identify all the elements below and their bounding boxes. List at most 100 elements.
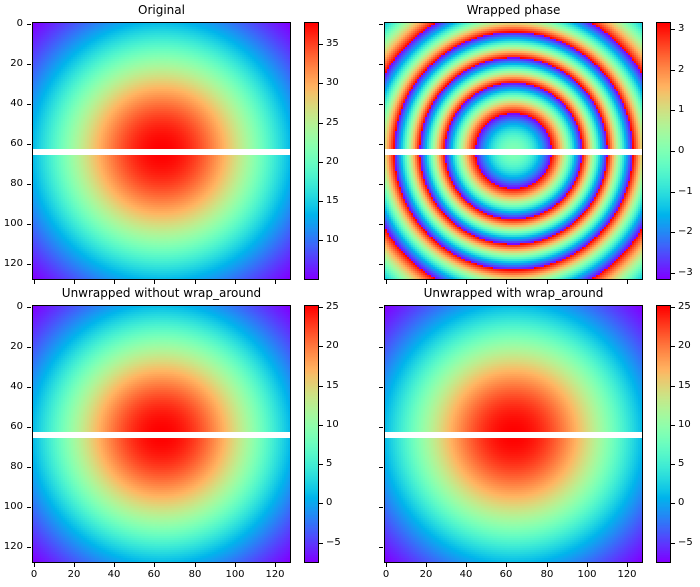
y-tick: [27, 507, 31, 508]
colorbar-gradient: [305, 23, 318, 279]
colorbar-tick: [319, 464, 323, 465]
colorbar-tick-label: 20: [326, 340, 339, 351]
colorbar-original: [304, 22, 319, 280]
colorbar-tick-label: 20: [678, 340, 691, 351]
colorbar-tick: [319, 386, 323, 387]
x-tick-label: 80: [540, 569, 554, 580]
x-tick: [587, 563, 588, 567]
colorbar-tick-label: 15: [326, 195, 339, 206]
y-tick-label: 20: [10, 341, 23, 352]
y-tick: [379, 387, 383, 388]
colorbar-tick-label: 35: [326, 38, 339, 49]
y-tick: [27, 347, 31, 348]
x-tick: [195, 563, 196, 567]
colorbar-tick-label: 15: [326, 380, 339, 391]
colorbar-tick: [671, 192, 675, 193]
x-tick: [386, 280, 387, 284]
y-tick-label: 80: [10, 461, 23, 472]
colorbar-tick-label: 0: [326, 497, 333, 508]
x-tick: [426, 280, 427, 284]
x-tick: [386, 563, 387, 567]
heatmap-canvas: [33, 306, 290, 562]
subplot-title-unwrapped-with: Unwrapped with wrap_around: [423, 286, 604, 300]
x-tick-label: 100: [577, 569, 597, 580]
heatmap-axes-unwrapped-without: [32, 305, 291, 563]
x-tick: [154, 563, 155, 567]
x-tick-label: 120: [617, 569, 637, 580]
x-tick-label: 40: [107, 569, 121, 580]
heatmap-axes-unwrapped-with: [384, 305, 643, 563]
heatmap-canvas: [33, 23, 290, 279]
colorbar-tick-label: −1: [678, 186, 693, 197]
y-tick: [27, 307, 31, 308]
colorbar-tick: [319, 346, 323, 347]
subplot-title-unwrapped-without: Unwrapped without wrap_around: [61, 286, 262, 300]
x-tick: [154, 280, 155, 284]
y-tick: [379, 64, 383, 65]
colorbar-tick-label: −2: [678, 226, 693, 237]
colorbar-tick-label: 25: [678, 301, 691, 312]
x-tick-label: 20: [67, 569, 81, 580]
y-tick: [379, 427, 383, 428]
x-tick: [74, 280, 75, 284]
x-tick: [506, 563, 507, 567]
colorbar-tick: [671, 543, 675, 544]
y-tick-label: 40: [10, 98, 23, 109]
x-tick: [195, 280, 196, 284]
y-tick: [379, 347, 383, 348]
colorbar-tick-label: 15: [678, 380, 691, 391]
colorbar-tick-label: −5: [326, 537, 341, 548]
x-tick: [587, 280, 588, 284]
colorbar-tick: [319, 162, 323, 163]
colorbar-tick: [319, 503, 323, 504]
y-tick-label: 40: [10, 381, 23, 392]
colorbar-tick: [671, 273, 675, 274]
x-tick: [275, 563, 276, 567]
colorbar-tick: [671, 464, 675, 465]
y-tick-label: 0: [16, 18, 23, 29]
colorbar-tick: [671, 110, 675, 111]
colorbar-tick: [671, 70, 675, 71]
x-tick: [466, 280, 467, 284]
colorbar-tick-label: 20: [326, 156, 339, 167]
x-tick: [466, 563, 467, 567]
colorbar-tick: [671, 346, 675, 347]
colorbar-tick-label: −3: [678, 267, 693, 278]
colorbar-tick-label: 30: [326, 77, 339, 88]
colorbar-tick: [319, 44, 323, 45]
colorbar-tick: [319, 201, 323, 202]
y-tick: [379, 144, 383, 145]
y-tick: [27, 387, 31, 388]
subplot-title-wrapped-phase: Wrapped phase: [466, 3, 561, 17]
heatmap-axes-wrapped-phase: [384, 22, 643, 280]
colorbar-tick-label: 3: [678, 23, 685, 34]
x-tick-label: 120: [265, 569, 285, 580]
y-tick-label: 80: [10, 178, 23, 189]
y-tick: [27, 104, 31, 105]
colorbar-gradient: [657, 23, 670, 279]
colorbar-tick: [671, 503, 675, 504]
colorbar-gradient: [657, 306, 670, 562]
colorbar-tick-label: 25: [326, 117, 339, 128]
y-tick: [379, 184, 383, 185]
x-tick: [34, 280, 35, 284]
colorbar-tick: [319, 543, 323, 544]
heatmap-axes-original: [32, 22, 291, 280]
colorbar-tick: [671, 386, 675, 387]
y-tick: [379, 547, 383, 548]
colorbar-tick: [671, 425, 675, 426]
y-tick-label: 120: [3, 541, 23, 552]
x-tick-label: 60: [499, 569, 513, 580]
colorbar-tick: [671, 29, 675, 30]
y-tick: [379, 307, 383, 308]
colorbar-tick: [319, 123, 323, 124]
y-tick-label: 120: [3, 258, 23, 269]
x-tick: [235, 280, 236, 284]
colorbar-tick-label: 0: [678, 497, 685, 508]
colorbar-wrapped-phase: [656, 22, 671, 280]
colorbar-tick-label: 25: [326, 301, 339, 312]
colorbar-tick-label: 5: [326, 458, 333, 469]
y-tick-label: 20: [10, 58, 23, 69]
y-tick-label: 100: [3, 501, 23, 512]
